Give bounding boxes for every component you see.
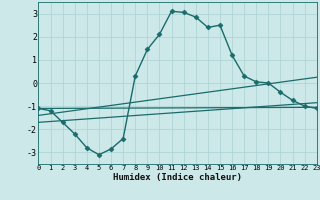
X-axis label: Humidex (Indice chaleur): Humidex (Indice chaleur) — [113, 173, 242, 182]
